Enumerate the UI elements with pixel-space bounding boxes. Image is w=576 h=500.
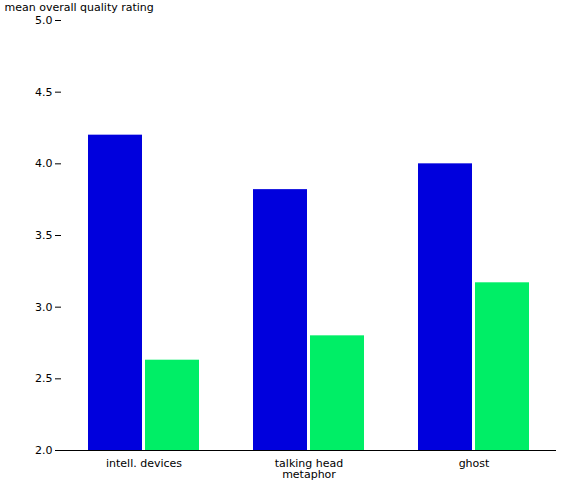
svg-text:2.5: 2.5 xyxy=(35,372,53,385)
svg-text:2.0: 2.0 xyxy=(35,444,53,457)
svg-text:4.0: 4.0 xyxy=(35,157,53,170)
svg-text:4.5: 4.5 xyxy=(35,86,53,99)
svg-text:3.5: 3.5 xyxy=(35,229,53,242)
svg-text:5.0: 5.0 xyxy=(35,14,53,27)
svg-text:ghost: ghost xyxy=(459,457,490,470)
svg-text:talking headmetaphor: talking headmetaphor xyxy=(275,457,343,481)
svg-text:mean overall quality rating: mean overall quality rating xyxy=(5,1,154,14)
svg-text:intell. devices: intell. devices xyxy=(106,457,182,470)
svg-text:3.0: 3.0 xyxy=(35,301,53,314)
